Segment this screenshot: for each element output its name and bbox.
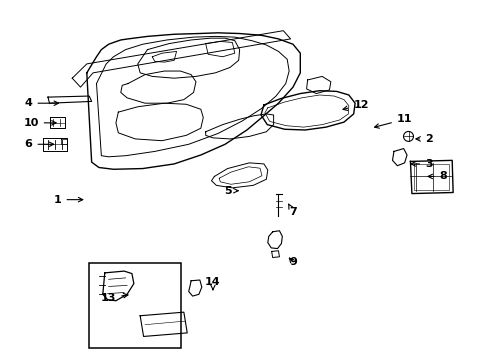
Text: 4: 4 — [24, 98, 59, 108]
Text: 3: 3 — [410, 159, 432, 169]
Text: 7: 7 — [288, 204, 296, 217]
Bar — [89, 263, 181, 348]
Text: 13: 13 — [101, 293, 128, 303]
Text: 6: 6 — [24, 139, 54, 149]
Text: 2: 2 — [415, 134, 432, 144]
Text: 11: 11 — [374, 114, 411, 128]
Text: 8: 8 — [427, 171, 447, 181]
Text: 14: 14 — [205, 277, 220, 290]
Text: 5: 5 — [223, 186, 238, 196]
Text: 10: 10 — [23, 118, 56, 128]
Text: 12: 12 — [342, 100, 368, 111]
Circle shape — [403, 131, 413, 141]
Text: 9: 9 — [288, 257, 296, 267]
Text: 1: 1 — [54, 195, 82, 204]
